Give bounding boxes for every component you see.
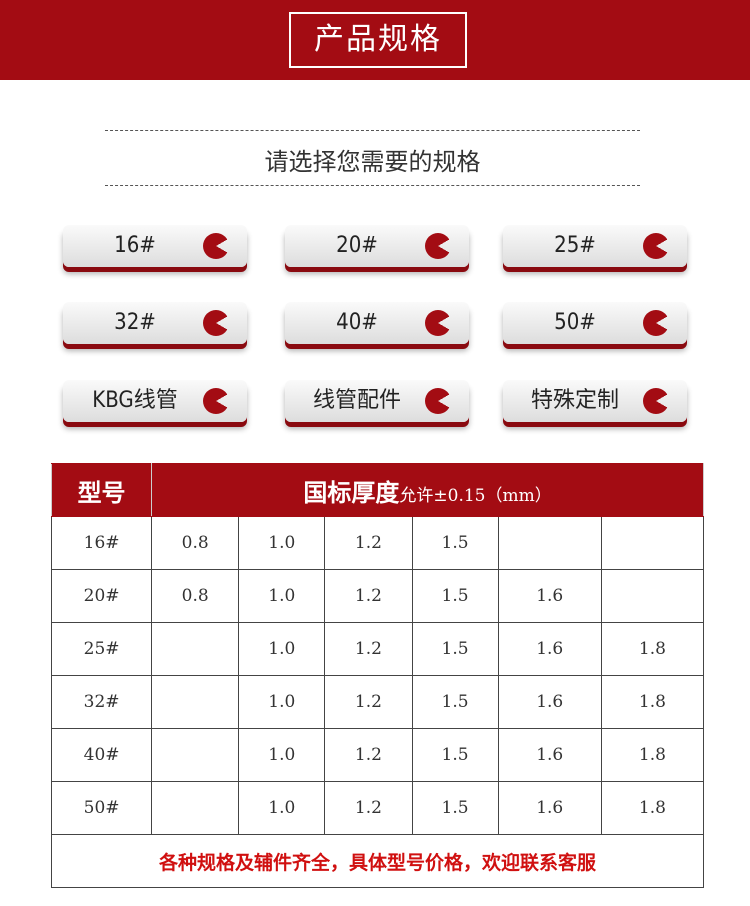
table-row: 50# 1.0 1.2 1.5 1.6 1.8 <box>50 781 705 835</box>
thickness-cell: 1.2 <box>324 622 413 676</box>
pie-icon <box>425 233 451 259</box>
thickness-cell: 1.0 <box>238 675 326 729</box>
thickness-cell: 1.8 <box>600 622 705 676</box>
thickness-cell <box>151 781 240 835</box>
model-cell: 50# <box>50 781 153 835</box>
thickness-cell: 1.6 <box>497 622 602 676</box>
thickness-cell: 1.5 <box>411 675 499 729</box>
thickness-cell <box>151 675 240 729</box>
thickness-cell <box>497 516 602 570</box>
thickness-cell: 1.5 <box>411 569 499 623</box>
thickness-cell: 1.0 <box>238 516 326 570</box>
thickness-cell <box>151 622 240 676</box>
spec-button-label: 特殊定制 <box>530 388 619 413</box>
model-cell: 40# <box>50 728 153 782</box>
divider <box>105 130 640 131</box>
spec-table: 型号 国标厚度允许±0.15（mm） 16# 0.8 1.0 1.2 1.5 20# 0.8… <box>50 463 705 888</box>
thickness-cell: 1.0 <box>238 728 326 782</box>
model-cell: 32# <box>50 675 153 729</box>
spec-button-label: 16# <box>114 233 156 258</box>
spec-button[interactable]: 25# <box>503 225 687 267</box>
spec-button[interactable]: 线管配件 <box>285 380 469 422</box>
header-banner: 产品规格 <box>0 0 750 80</box>
thickness-cell: 1.6 <box>497 781 602 835</box>
thickness-cell: 1.5 <box>411 728 499 782</box>
thickness-cell: 1.5 <box>411 622 499 676</box>
spec-button-label: 50# <box>554 310 596 335</box>
spec-button-label: 线管配件 <box>312 388 401 413</box>
section-subtitle: 请选择您需要的规格 <box>264 148 481 176</box>
thickness-cell: 1.0 <box>238 781 326 835</box>
thickness-cell: 1.2 <box>324 728 413 782</box>
thickness-cell: 1.0 <box>238 569 326 623</box>
thickness-cell: 1.2 <box>324 569 413 623</box>
spec-button-label: 25# <box>554 233 596 258</box>
spec-button[interactable]: 特殊定制 <box>503 380 687 422</box>
model-cell: 25# <box>50 622 153 676</box>
spec-button-label: 20# <box>336 233 378 258</box>
divider <box>105 185 640 186</box>
spec-button[interactable]: KBG线管 <box>63 380 247 422</box>
thickness-cell: 1.6 <box>497 569 602 623</box>
spec-button-label: 40# <box>336 310 378 335</box>
thickness-cell: 1.2 <box>324 781 413 835</box>
pie-icon <box>643 233 669 259</box>
header-model: 型号 <box>50 463 153 517</box>
thickness-cell: 1.6 <box>497 675 602 729</box>
thickness-cell: 1.2 <box>324 516 413 570</box>
thickness-cell: 1.8 <box>600 728 705 782</box>
pie-icon <box>425 388 451 414</box>
table-row: 16# 0.8 1.0 1.2 1.5 <box>50 516 705 570</box>
pie-icon <box>203 233 229 259</box>
page-title: 产品规格 <box>289 12 467 68</box>
pie-icon <box>203 310 229 336</box>
thickness-cell <box>151 728 240 782</box>
thickness-cell: 0.8 <box>151 516 240 570</box>
model-cell: 20# <box>50 569 153 623</box>
pie-icon <box>643 310 669 336</box>
thickness-cell: 1.6 <box>497 728 602 782</box>
thickness-cell <box>600 569 705 623</box>
model-cell: 16# <box>50 516 153 570</box>
thickness-cell: 1.5 <box>411 781 499 835</box>
table-header: 型号 国标厚度允许±0.15（mm） <box>50 463 704 517</box>
thickness-cell: 1.8 <box>600 675 705 729</box>
header-thickness: 国标厚度允许±0.15（mm） <box>151 463 704 517</box>
spec-button[interactable]: 40# <box>285 302 469 344</box>
spec-button[interactable]: 32# <box>63 302 247 344</box>
spec-button[interactable]: 16# <box>63 225 247 267</box>
spec-button-label: KBG线管 <box>92 388 178 413</box>
thickness-cell: 1.8 <box>600 781 705 835</box>
thickness-cell: 1.2 <box>324 675 413 729</box>
pie-icon <box>643 388 669 414</box>
table-footer-note: 各种规格及辅件齐全，具体型号价格，欢迎联系客服 <box>51 834 704 888</box>
thickness-cell: 1.5 <box>411 516 499 570</box>
spec-button-label: 32# <box>114 310 156 335</box>
thickness-cell: 0.8 <box>151 569 240 623</box>
pie-icon <box>425 310 451 336</box>
table-row: 40# 1.0 1.2 1.5 1.6 1.8 <box>50 728 705 782</box>
table-row: 32# 1.0 1.2 1.5 1.6 1.8 <box>50 675 705 729</box>
thickness-cell: 1.0 <box>238 622 326 676</box>
pie-icon <box>203 388 229 414</box>
thickness-cell <box>600 516 705 570</box>
table-row: 25# 1.0 1.2 1.5 1.6 1.8 <box>50 622 705 676</box>
spec-button[interactable]: 20# <box>285 225 469 267</box>
table-row: 20# 0.8 1.0 1.2 1.5 1.6 <box>50 569 705 623</box>
spec-button[interactable]: 50# <box>503 302 687 344</box>
